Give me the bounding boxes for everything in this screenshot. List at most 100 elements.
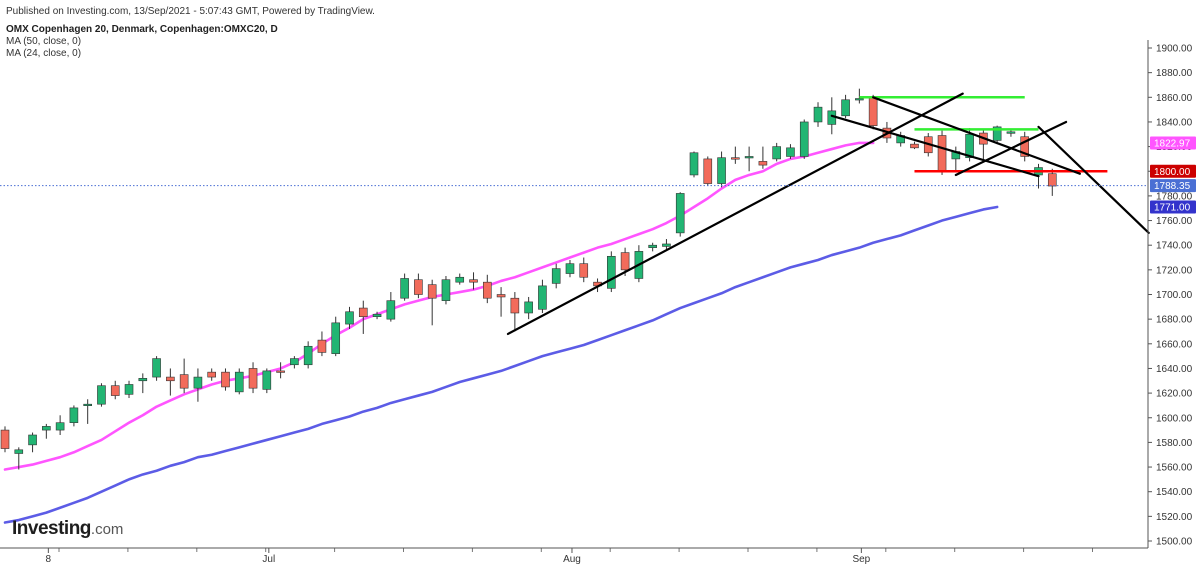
bullish-candle-body [551,268,561,284]
candle [441,276,451,305]
candle-series[interactable] [0,88,1057,470]
y-tick-label: 1620.00 [1156,389,1193,400]
bullish-candle-body [689,152,699,176]
bullish-candle-body [83,403,92,406]
investing-logo: Investing.com [12,518,123,540]
candle [400,273,409,301]
bullish-candle-body [193,376,203,389]
moving-average-lines [3,141,999,524]
y-tick-label: 1500.00 [1156,537,1193,548]
x-tick-label: Jul [262,554,275,565]
bearish-candle-body [868,97,878,126]
bearish-candle-body [496,294,506,298]
ma50-legend[interactable]: MA (50, close, 0) [6,36,82,47]
published-caption: Published on Investing.com, 13/Sep/2021 … [6,6,375,17]
ma24-legend[interactable]: MA (24, close, 0) [6,48,82,59]
y-tick-label: 1700.00 [1156,290,1193,301]
bearish-candle-body [482,281,492,299]
candle [303,341,313,369]
bullish-candle-body [303,345,313,366]
candle [345,306,354,330]
ma-line [3,205,999,524]
bullish-candle-body [538,285,547,310]
price-tag-box [1150,164,1196,178]
candle [124,380,134,399]
y-tick-label: 1660.00 [1156,339,1193,350]
drawn-trend-lines [506,92,1150,336]
candle [758,146,768,169]
bearish-candle-body [414,279,423,295]
price-tag-label: 1800.00 [1154,167,1191,178]
bearish-candle-body [221,371,230,388]
bullish-candle-body [42,426,51,431]
candle [868,94,878,130]
y-tick-label: 1680.00 [1156,315,1193,326]
candle [565,259,575,278]
y-tick-label: 1520.00 [1156,512,1193,523]
candle [166,368,175,396]
price-labels: 1822.97 1800.00 1788.35 1771.00 [1150,136,1196,214]
candle [538,279,547,313]
x-tick-label: Aug [563,554,581,565]
bullish-candle-body [455,276,465,283]
bullish-candle-body [965,133,974,158]
candle [262,368,272,394]
bearish-candle-body [703,158,713,184]
bearish-candle-body [0,429,10,449]
bearish-candle-body [510,297,520,314]
bullish-candle-body [786,147,795,157]
bullish-candle-body [262,370,272,390]
bullish-candle-body [124,384,134,395]
bullish-candle-body [648,244,657,248]
candle [675,192,685,237]
x-tick-label: 8 [46,554,52,565]
y-tick-label: 1540.00 [1156,487,1193,498]
ma-line [3,141,875,471]
candle [276,362,285,379]
bullish-candle-body [772,146,781,160]
candle [42,423,51,439]
candle [551,263,561,289]
candle [290,356,299,369]
candle [14,447,24,470]
candle [607,251,616,293]
candle [786,144,795,159]
candle [744,146,754,172]
y-tick-label: 1880.00 [1156,68,1193,79]
y-tick-label: 1860.00 [1156,93,1193,104]
bearish-candle-body [1047,173,1057,187]
bullish-candle-body [234,371,244,393]
price-tag-label: 1822.97 [1154,138,1191,149]
bullish-candle-body [152,358,161,378]
bearish-candle-body [620,252,630,271]
candle [510,292,520,332]
price-tag: 1822.97 [1150,136,1196,150]
price-tag-box [1150,200,1196,214]
candle [0,426,10,453]
candle [427,279,437,326]
candle [937,130,947,175]
y-tick-label: 1720.00 [1156,265,1193,276]
price-tag-box [1150,179,1196,193]
candle [482,274,492,304]
bullish-candle-body [400,278,409,299]
bullish-candle-body [372,313,382,317]
candle [579,257,589,283]
bearish-candle-body [758,161,768,166]
y-tick-label: 1600.00 [1156,413,1193,424]
price-tag: 1800.00 [1150,164,1196,178]
candle [414,273,423,299]
trend-line [830,114,1040,178]
bearish-candle-body [469,279,478,283]
y-tick-label: 1560.00 [1156,463,1193,474]
bullish-candle-body [565,263,575,274]
y-axis: 1500.00 1520.00 1540.00 1560.00 1580.00 1600.… [1147,40,1193,548]
candle [234,368,244,395]
bearish-candle-body [358,307,368,317]
candle [138,373,148,394]
bullish-candle-body [55,422,65,431]
candle [248,362,258,394]
candle [731,146,740,164]
candle [152,356,161,381]
